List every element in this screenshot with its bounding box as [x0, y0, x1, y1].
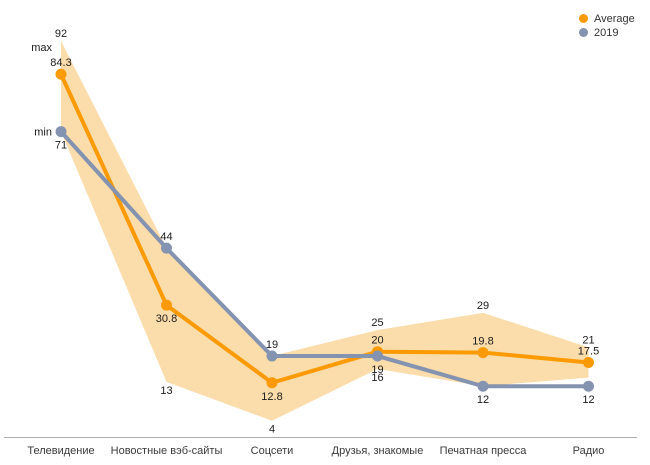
legend-marker-average-icon [579, 14, 588, 23]
band-max-annotation: max [31, 42, 52, 54]
point-value-label: 12 [582, 394, 594, 406]
point-value-label: 19 [371, 364, 383, 376]
point-value-label: 17.5 [578, 345, 599, 357]
x-axis-label: Соцсети [251, 445, 294, 457]
point-value-label: 44 [160, 231, 172, 243]
data-point-average[interactable] [266, 377, 278, 389]
series-line-2019 [59, 129, 591, 389]
series-line-average [59, 72, 591, 385]
chart-legend: Average 2019 [579, 12, 635, 39]
max-value-label: 29 [477, 300, 489, 312]
data-point-average[interactable] [55, 68, 67, 80]
max-value-label: 21 [582, 334, 594, 346]
x-axis-label: Телевидение [27, 445, 94, 457]
point-value-label: 19.8 [472, 336, 493, 348]
x-axis-label: Новостные вэб-сайты [111, 445, 223, 457]
data-point-average[interactable] [161, 299, 172, 311]
band-min-annotation: min [34, 127, 52, 139]
legend-item-average[interactable]: Average [579, 12, 635, 25]
data-point-2019[interactable] [477, 380, 489, 392]
legend-marker-2019-icon [579, 28, 588, 37]
data-point-average[interactable] [477, 347, 489, 359]
min-value-label: 4 [269, 424, 275, 436]
data-point-2019[interactable] [55, 126, 67, 138]
data-point-2019[interactable] [161, 242, 172, 254]
min-value-label: 13 [160, 385, 172, 397]
legend-label-average: Average [594, 12, 635, 25]
max-value-label: 92 [55, 28, 67, 40]
point-value-label: 12 [477, 394, 489, 406]
x-axis-label: Печатная пресса [440, 445, 528, 457]
min-value-label: 16 [371, 372, 383, 384]
data-point-average[interactable] [583, 356, 594, 368]
data-point-2019[interactable] [266, 350, 278, 362]
max-value-label: 25 [371, 317, 383, 329]
legend-item-2019[interactable]: 2019 [579, 26, 635, 39]
point-value-label: 20 [371, 335, 383, 347]
point-value-label: 12.8 [261, 391, 282, 403]
min-max-band [61, 41, 589, 421]
data-point-2019[interactable] [372, 350, 383, 362]
x-axis-label: Друзья, знакомые [332, 445, 424, 457]
data-point-2019[interactable] [583, 380, 594, 392]
point-value-label: 71 [55, 140, 67, 152]
x-axis-label: Радио [573, 445, 605, 457]
legend-label-2019: 2019 [594, 26, 619, 39]
point-value-label: 84.3 [50, 57, 71, 69]
point-value-label: 30.8 [156, 313, 177, 325]
point-value-label: 19 [266, 339, 278, 351]
